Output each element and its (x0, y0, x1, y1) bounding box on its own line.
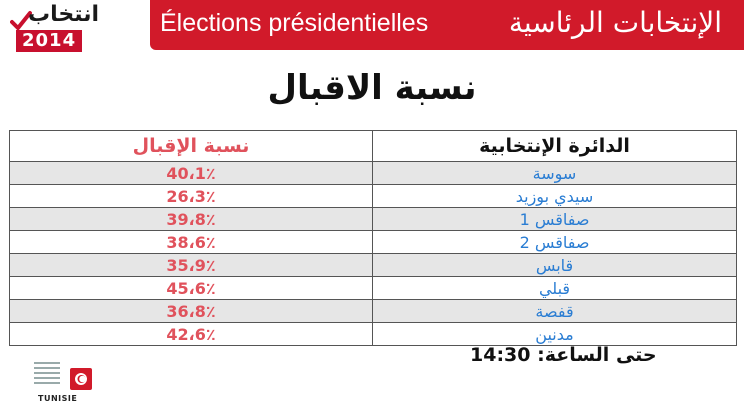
column-header-rate: نسبة الإقبال (9, 130, 373, 162)
table-row: 38،6٪ صفاقس 2 (9, 230, 737, 254)
rate-cell: 45،6٪ (9, 276, 373, 300)
table-row: 35،9٪ قابس (9, 253, 737, 277)
rate-cell: 35،9٪ (9, 253, 373, 277)
district-cell: قفصة (372, 299, 737, 323)
table-row: 39،8٪ صفاقس 1 (9, 207, 737, 231)
banner-title-arabic: الإنتخابات الرئاسية (508, 6, 722, 39)
turnout-table: نسبة الإقبال الدائرة الإنتخابية 40،1٪ سو… (9, 130, 737, 346)
table-row: 42،6٪ مدنين (9, 322, 737, 346)
district-cell: سوسة (372, 161, 737, 185)
page-title: نسبة الاقبال (267, 68, 477, 108)
district-cell: قبلي (372, 276, 737, 300)
column-header-district: الدائرة الإنتخابية (372, 130, 737, 162)
time-stamp: حتى الساعة: 14:30 (470, 344, 657, 366)
checkmark-icon (10, 11, 32, 31)
district-cell: سيدي بوزيد (372, 184, 737, 208)
time-value: 14:30 (470, 344, 531, 366)
rate-cell: 39،8٪ (9, 207, 373, 231)
district-cell: قابس (372, 253, 737, 277)
banner-title-french: Élections présidentielles (160, 9, 429, 37)
rate-cell: 38،6٪ (9, 230, 373, 254)
district-cell: صفاقس 2 (372, 230, 737, 254)
logo-text-lines-icon (34, 362, 60, 387)
table-row: 45،6٪ قبلي (9, 276, 737, 300)
logo-year: 2014 (16, 30, 83, 52)
isie-label: TUNISIE (38, 394, 78, 403)
district-cell: مدنين (372, 322, 737, 346)
rate-cell: 40،1٪ (9, 161, 373, 185)
isie-logo: TUNISIE (14, 362, 104, 412)
rate-cell: 36،8٪ (9, 299, 373, 323)
header-bar: انتخاب 2014 Élections présidentielles ال… (0, 0, 744, 56)
rate-cell: 42،6٪ (9, 322, 373, 346)
table-header-row: نسبة الإقبال الدائرة الإنتخابية (9, 130, 737, 162)
table-row: 26،3٪ سيدي بوزيد (9, 184, 737, 208)
rate-cell: 26،3٪ (9, 184, 373, 208)
table-row: 40،1٪ سوسة (9, 161, 737, 185)
title-banner: Élections présidentielles الإنتخابات الر… (150, 0, 744, 50)
logo-word: انتخاب (28, 2, 100, 27)
time-label: حتى الساعة: (537, 344, 657, 366)
election-logo: انتخاب 2014 (6, 2, 126, 52)
table-row: 36،8٪ قفصة (9, 299, 737, 323)
district-cell: صفاقس 1 (372, 207, 737, 231)
tunisia-flag-icon (70, 368, 92, 390)
